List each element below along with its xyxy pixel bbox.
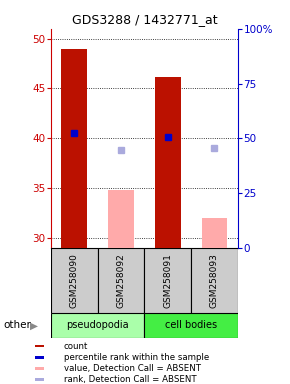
Text: GDS3288 / 1432771_at: GDS3288 / 1432771_at	[72, 13, 218, 26]
Text: percentile rank within the sample: percentile rank within the sample	[64, 353, 209, 362]
Text: other: other	[3, 320, 31, 331]
Bar	[144, 248, 191, 313]
Bar	[108, 190, 134, 248]
Text: ▶: ▶	[30, 320, 39, 331]
Text: rank, Detection Call = ABSENT: rank, Detection Call = ABSENT	[64, 375, 196, 384]
Text: GSM258092: GSM258092	[116, 253, 125, 308]
Bar	[202, 218, 227, 248]
Text: GSM258093: GSM258093	[210, 253, 219, 308]
Text: pseudopodia: pseudopodia	[66, 320, 129, 331]
Bar	[35, 345, 44, 348]
Bar	[97, 248, 144, 313]
Bar	[51, 248, 97, 313]
Text: count: count	[64, 342, 88, 351]
Bar	[144, 313, 238, 338]
Bar	[191, 248, 238, 313]
Bar	[51, 313, 144, 338]
Bar	[35, 378, 44, 381]
Bar	[155, 76, 180, 248]
Text: cell bodies: cell bodies	[165, 320, 217, 331]
Text: GSM258090: GSM258090	[70, 253, 79, 308]
Bar	[61, 49, 87, 248]
Bar	[35, 356, 44, 359]
Bar	[35, 367, 44, 369]
Text: GSM258091: GSM258091	[163, 253, 172, 308]
Text: value, Detection Call = ABSENT: value, Detection Call = ABSENT	[64, 364, 201, 373]
